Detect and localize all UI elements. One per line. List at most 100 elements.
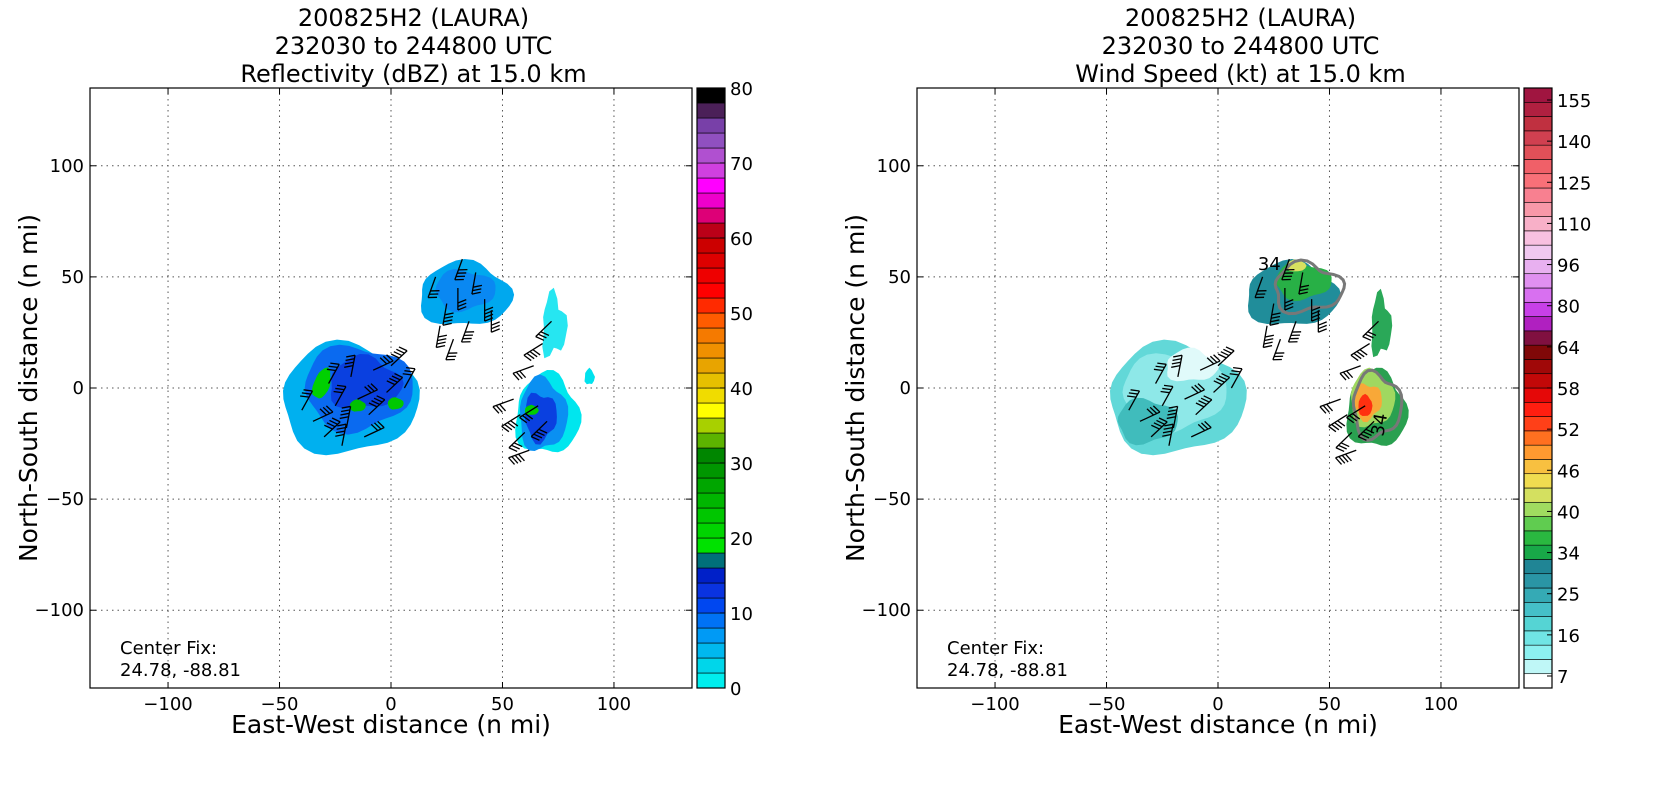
- colorbar-segment: [1523, 401, 1553, 417]
- contour-label: 34: [1367, 412, 1392, 438]
- wind-barb: [1229, 366, 1243, 389]
- wind-barb: [312, 405, 334, 422]
- wind-barb: [1287, 321, 1302, 343]
- center-fix-value: 24.78, -88.81: [947, 660, 1068, 681]
- colorbar-tick-label: 16: [1557, 626, 1580, 647]
- colorbar-segment: [1523, 616, 1553, 632]
- center-fix-value: 24.78, -88.81: [120, 660, 241, 681]
- chart-title: 200825H2 (LAURA) 232030 to 244800 UTC Wi…: [827, 4, 1654, 88]
- y-axis-label: North-South distance (n mi): [841, 214, 870, 562]
- wind-barb: [300, 389, 314, 411]
- wind-barb: [1262, 325, 1275, 349]
- colorbar-segment: [696, 282, 726, 299]
- wind-barb: [445, 338, 458, 361]
- echo-core: [311, 367, 331, 399]
- echo-region: [330, 354, 404, 409]
- colorbar-segment: [696, 147, 726, 164]
- colorbar-tick-label: 40: [1557, 502, 1580, 523]
- grid-lines: [917, 88, 1519, 688]
- colorbar-tick-label: 34: [1557, 544, 1580, 565]
- wind-barb: [1217, 346, 1235, 367]
- wind-barb: [508, 431, 526, 453]
- colorbar-tick-label: 140: [1557, 132, 1591, 153]
- colorbar-segment: [1523, 359, 1553, 375]
- colorbar-segment: [696, 552, 726, 569]
- x-axis-label: East-West distance (n mi): [231, 710, 551, 739]
- colorbar-segment: [696, 492, 726, 509]
- colorbar-segment: [1523, 244, 1553, 260]
- colorbar-segment: [696, 387, 726, 404]
- wind-barb: [1298, 272, 1310, 295]
- colorbar-segment: [1523, 387, 1553, 403]
- contour-34: [1351, 368, 1404, 443]
- colorbar-segment: [1523, 130, 1553, 146]
- wind-barb: [1339, 365, 1361, 381]
- y-tick-label: 100: [50, 156, 84, 177]
- title-line-2: 232030 to 244800 UTC: [1101, 32, 1380, 60]
- colorbar-segment: [696, 327, 726, 344]
- colorbar-segment: [1523, 459, 1553, 475]
- wind-barb: [1272, 338, 1285, 361]
- wind-barb: [471, 272, 483, 295]
- colorbar-segment: [696, 357, 726, 374]
- wind-barb: [1362, 320, 1379, 341]
- colorbar-segment: [1523, 273, 1553, 289]
- center-fix-label: Center Fix:: [947, 638, 1044, 659]
- colorbar: 7 16 25 34 40 46 52 58 64 80 96 110 125 140 155: [1523, 87, 1591, 689]
- colorbar-segment: [696, 342, 726, 359]
- y-tick-label: 0: [73, 378, 84, 399]
- colorbar-segment: [1523, 659, 1553, 675]
- wind-barb: [1335, 449, 1357, 465]
- echo-region: [584, 367, 595, 385]
- wind-barb: [442, 303, 454, 326]
- wind-barb: [1254, 276, 1267, 299]
- contour-label: 34: [1258, 254, 1281, 275]
- colorbar-tick-label: 125: [1557, 173, 1591, 194]
- colorbar-segment: [696, 87, 726, 104]
- colorbar-segment: [1523, 501, 1553, 517]
- wind-barb: [1350, 343, 1370, 362]
- colorbar-segment: [696, 372, 726, 389]
- title-line-1: 200825H2 (LAURA): [297, 4, 530, 32]
- wind-barb: [501, 414, 521, 433]
- title-line-1: 200825H2 (LAURA): [1124, 4, 1357, 32]
- colorbar-segment: [1523, 444, 1553, 460]
- colorbar-segment: [696, 297, 726, 314]
- wind-barb: [333, 384, 347, 407]
- wind-barb: [492, 398, 514, 414]
- colorbar-segment: [696, 267, 726, 284]
- x-tick-label: 50: [1318, 694, 1341, 715]
- colorbar-segment: [1523, 473, 1553, 489]
- wind-barb: [1357, 420, 1375, 441]
- colorbar-segment: [1523, 187, 1553, 203]
- y-axis-label: North-South distance (n mi): [14, 214, 43, 562]
- x-tick-label: 100: [1424, 694, 1458, 715]
- x-tick-label: −100: [970, 694, 1019, 715]
- colorbar-segment: [696, 627, 726, 644]
- wind-barb: [326, 362, 340, 384]
- echo-core: [349, 399, 366, 412]
- wind-barb: [372, 354, 394, 371]
- colorbar-segment: [696, 222, 726, 239]
- colorbar-tick-label: 80: [1557, 297, 1580, 318]
- wind-barb: [519, 405, 539, 424]
- wind-barb: [530, 420, 548, 441]
- colorbar-segment: [1523, 487, 1553, 503]
- echo-field: [283, 259, 595, 456]
- colorbar-tick-label: 7: [1557, 667, 1568, 688]
- title-line-2: 232030 to 244800 UTC: [274, 32, 553, 60]
- wind-barb: [535, 320, 552, 341]
- colorbar-segment: [696, 132, 726, 149]
- wind-barb: [357, 383, 378, 400]
- colorbar-segment: [696, 237, 726, 254]
- wind-barb: [1335, 431, 1353, 453]
- wind-barb: [460, 321, 475, 343]
- colorbar-segment: [1523, 287, 1553, 303]
- wind-barb: [1153, 362, 1167, 384]
- echo-region: [542, 287, 568, 359]
- wind-barb: [435, 325, 448, 349]
- colorbar-tick-label: 60: [730, 229, 753, 250]
- wind-barb: [1317, 310, 1327, 333]
- colorbar-tick-label: 58: [1557, 379, 1580, 400]
- colorbar-segment: [696, 432, 726, 449]
